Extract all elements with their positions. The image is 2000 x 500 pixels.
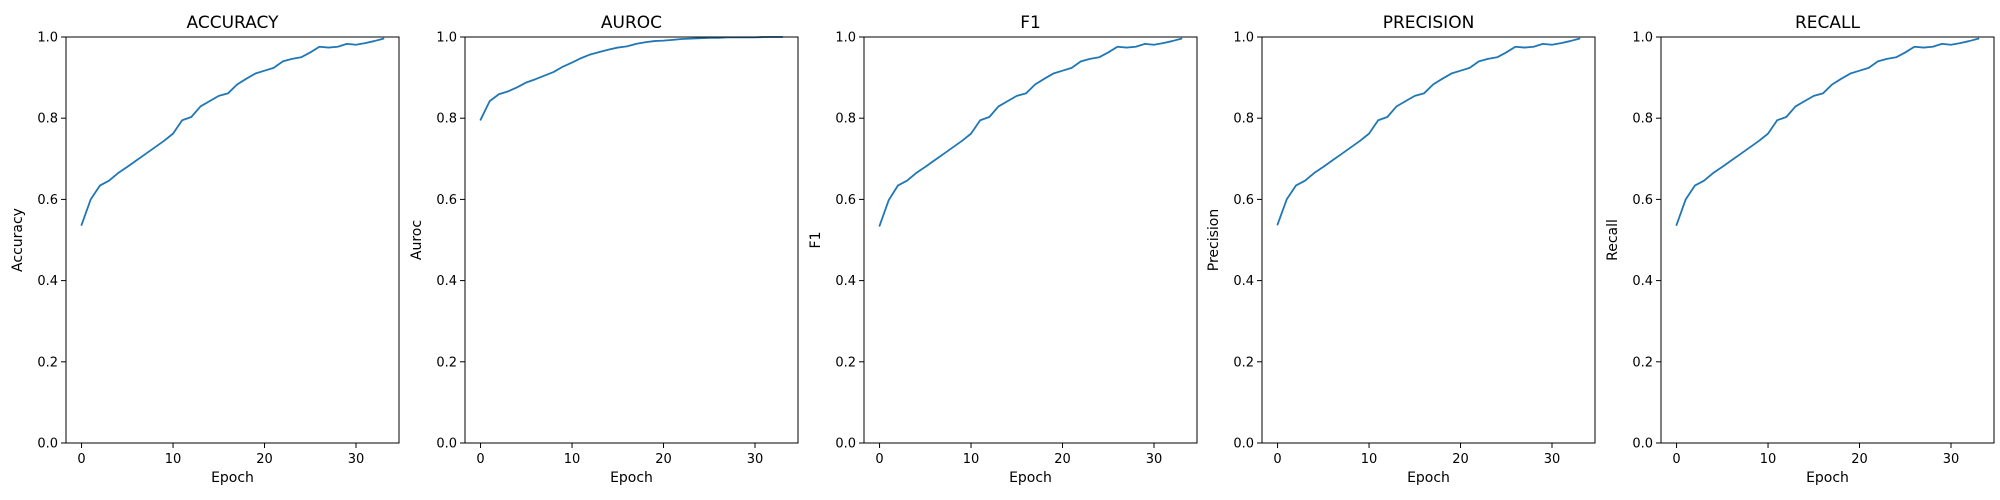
chart-title: ACCURACY (187, 13, 280, 33)
y-tick-label: 0.4 (1233, 274, 1254, 289)
y-tick-label: 1.0 (835, 31, 856, 46)
y-axis-label: Precision (1206, 209, 1222, 271)
y-tick-label: 0.4 (835, 274, 856, 289)
x-tick-label: 0 (77, 452, 85, 467)
chart-panel-auroc: AUROC 0 10 20 30 0.0 0.2 0.4 0.6 0.8 1.0 Epoch Auroc (409, 13, 799, 486)
y-tick-label: 0.0 (835, 437, 856, 452)
y-tick-label: 0.4 (1632, 274, 1653, 289)
chart-title: F1 (1020, 13, 1041, 33)
x-tick-label: 10 (963, 452, 980, 467)
y-tick-label: 1.0 (37, 31, 58, 46)
y-tick-label: 0.4 (436, 274, 457, 289)
x-tick-label: 0 (875, 452, 883, 467)
series-line (1675, 37, 1980, 226)
y-tick-label: 0.0 (436, 437, 457, 452)
y-tick-label: 0.2 (436, 355, 457, 370)
x-tick-label: 10 (165, 452, 182, 467)
y-axis-label: Accuracy (10, 208, 26, 272)
series-line (80, 37, 385, 226)
x-tick-label: 10 (1361, 452, 1378, 467)
chart-title: RECALL (1795, 13, 1861, 33)
y-tick-label: 0.2 (1632, 355, 1653, 370)
y-tick-label: 0.8 (835, 112, 856, 127)
y-tick-label: 0.2 (1233, 355, 1254, 370)
chart-title: PRECISION (1383, 13, 1475, 33)
x-tick-label: 20 (655, 452, 672, 467)
axes-frame (1261, 36, 1596, 444)
x-axis-label: Epoch (610, 470, 653, 486)
y-tick-label: 0.0 (1632, 437, 1653, 452)
y-tick-label: 1.0 (1233, 31, 1254, 46)
y-tick-label: 0.2 (37, 355, 58, 370)
y-tick-label: 0.6 (1233, 193, 1254, 208)
x-tick-label: 20 (256, 452, 273, 467)
axes-frame (464, 36, 799, 444)
axes-frame (65, 36, 400, 444)
chart-panel-f1: F1 0 10 20 30 0.0 0.2 0.4 0.6 0.8 1.0 Epoch F1 (808, 13, 1198, 486)
axes-frame (863, 36, 1198, 444)
axes-frame (1660, 36, 1995, 444)
y-axis-label: Recall (1605, 219, 1621, 261)
x-tick-label: 30 (1943, 452, 1960, 467)
y-tick-label: 1.0 (1632, 31, 1653, 46)
x-tick-label: 30 (747, 452, 764, 467)
y-tick-label: 0.8 (1632, 112, 1653, 127)
chart-panel-recall: RECALL 0 10 20 30 0.0 0.2 0.4 0.6 0.8 1.0 Epoch Reca… (1605, 13, 1995, 486)
x-tick-label: 30 (1146, 452, 1163, 467)
y-tick-label: 0.6 (835, 193, 856, 208)
x-tick-label: 10 (564, 452, 581, 467)
y-tick-label: 0.8 (436, 112, 457, 127)
y-tick-label: 0.8 (1233, 112, 1254, 127)
x-tick-label: 20 (1054, 452, 1071, 467)
y-tick-label: 0.0 (37, 437, 58, 452)
x-tick-label: 10 (1760, 452, 1777, 467)
y-tick-label: 0.6 (1632, 193, 1653, 208)
x-tick-label: 20 (1851, 452, 1868, 467)
x-axis-label: Epoch (1009, 470, 1052, 486)
x-tick-label: 0 (1273, 452, 1281, 467)
x-tick-label: 0 (1672, 452, 1680, 467)
x-tick-label: 0 (476, 452, 484, 467)
x-tick-label: 30 (1544, 452, 1561, 467)
y-tick-label: 0.4 (37, 274, 58, 289)
series-line (1276, 37, 1581, 226)
y-tick-label: 0.6 (436, 193, 457, 208)
y-tick-label: 1.0 (436, 31, 457, 46)
chart-title: AUROC (601, 13, 662, 33)
series-line (479, 36, 784, 121)
chart-panel-precision: PRECISION 0 10 20 30 0.0 0.2 0.4 0.6 0.8 1.0 Epoch P… (1206, 13, 1596, 486)
x-axis-label: Epoch (1806, 470, 1849, 486)
x-tick-label: 20 (1452, 452, 1469, 467)
series-line (878, 37, 1183, 227)
y-axis-label: Auroc (409, 220, 425, 260)
y-axis-label: F1 (808, 232, 824, 249)
y-tick-label: 0.2 (835, 355, 856, 370)
x-axis-label: Epoch (211, 470, 254, 486)
x-axis-label: Epoch (1407, 470, 1450, 486)
y-tick-label: 0.6 (37, 193, 58, 208)
y-tick-label: 0.8 (37, 112, 58, 127)
y-tick-label: 0.0 (1233, 437, 1254, 452)
chart-panel-accuracy: ACCURACY 0 10 20 30 0.0 0.2 0.4 0.6 0.8 1.0 Epoch Ac… (10, 13, 400, 486)
x-tick-label: 30 (348, 452, 365, 467)
